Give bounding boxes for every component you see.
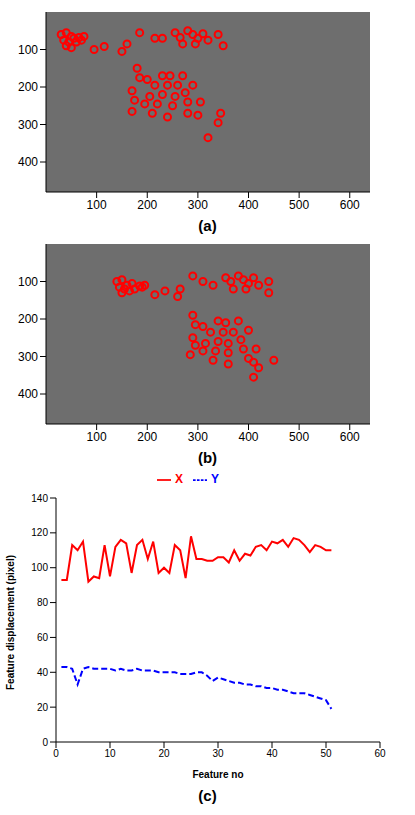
html-text:Y: Y <box>211 472 219 486</box>
svg-text:100: 100 <box>87 430 107 444</box>
svg-text:120: 120 <box>31 527 48 538</box>
svg-text:140: 140 <box>31 493 48 504</box>
html-text:(a): (a) <box>198 217 217 234</box>
svg-text:300: 300 <box>18 350 38 364</box>
svg-text:0: 0 <box>42 737 48 748</box>
svg-text:300: 300 <box>18 118 38 132</box>
svg-text:200: 200 <box>137 198 157 212</box>
svg-text:400: 400 <box>18 387 38 401</box>
svg-text:Feature no: Feature no <box>192 769 243 780</box>
svg-text:200: 200 <box>18 80 38 94</box>
svg-text:30: 30 <box>212 748 224 759</box>
svg-text:400: 400 <box>238 430 258 444</box>
svg-text:40: 40 <box>266 748 278 759</box>
svg-text:80: 80 <box>37 597 49 608</box>
svg-text:20: 20 <box>158 748 170 759</box>
svg-text:Feature displacement (pixel): Feature displacement (pixel) <box>5 555 16 690</box>
html-text:X: X <box>175 472 183 486</box>
svg-text:600: 600 <box>340 198 360 212</box>
svg-text:400: 400 <box>238 198 258 212</box>
svg-text:100: 100 <box>18 275 38 289</box>
svg-text:10: 10 <box>104 748 116 759</box>
svg-text:200: 200 <box>18 312 38 326</box>
html-text:(b): (b) <box>197 449 218 466</box>
svg-text:500: 500 <box>289 430 309 444</box>
svg-text:50: 50 <box>320 748 332 759</box>
svg-text:60: 60 <box>37 632 49 643</box>
svg-text:40: 40 <box>37 667 49 678</box>
svg-text:400: 400 <box>18 155 38 169</box>
svg-text:300: 300 <box>188 430 208 444</box>
html-text:(c): (c) <box>198 787 217 804</box>
svg-text:20: 20 <box>37 702 49 713</box>
svg-text:500: 500 <box>289 198 309 212</box>
svg-text:200: 200 <box>137 430 157 444</box>
svg-text:100: 100 <box>18 43 38 57</box>
svg-text:100: 100 <box>31 562 48 573</box>
svg-text:0: 0 <box>53 748 59 759</box>
svg-text:600: 600 <box>340 430 360 444</box>
svg-text:300: 300 <box>188 198 208 212</box>
svg-text:100: 100 <box>87 198 107 212</box>
svg-text:60: 60 <box>374 748 386 759</box>
